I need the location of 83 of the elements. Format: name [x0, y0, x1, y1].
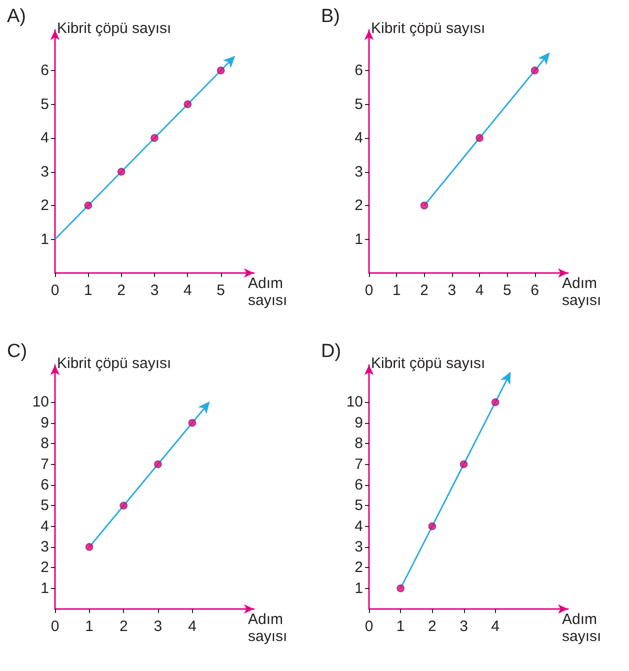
y-tick-label: 5 — [354, 96, 363, 113]
point — [85, 543, 94, 551]
x-tick-label: 1 — [396, 618, 405, 635]
chart-title: C) — [7, 341, 28, 362]
x-tick-label: 0 — [364, 282, 374, 299]
y-tick-label: 6 — [354, 476, 363, 494]
y-axis-title: Kibrit çöpü sayısı — [371, 355, 486, 372]
x-tick-label: 0 — [50, 618, 60, 635]
y-tick-label: 4 — [40, 518, 49, 535]
x-tick-label: 5 — [503, 282, 512, 299]
chart-title: B) — [321, 6, 340, 27]
point — [460, 460, 468, 468]
y-tick-label: 7 — [354, 456, 363, 473]
point — [428, 522, 436, 530]
y-tick-label: 7 — [40, 456, 49, 473]
y-tick-label: 5 — [354, 497, 363, 514]
y-tick-label: 9 — [40, 414, 49, 432]
y-tick-label: 1 — [40, 230, 49, 248]
x-axis-title: Adım sayısı — [248, 611, 288, 645]
y-tick-label: 2 — [40, 559, 49, 576]
y-tick-label: 4 — [354, 130, 363, 146]
x-tick-label: 4 — [491, 618, 500, 635]
x-tick-label: 0 — [50, 282, 60, 299]
x-tick-label: 1 — [84, 282, 92, 299]
point — [396, 584, 404, 592]
x-tick-label: 0 — [364, 618, 374, 635]
point — [476, 134, 484, 142]
y-tick-label: 6 — [40, 62, 49, 79]
y-tick-label: 3 — [40, 163, 49, 180]
x-tick-label: 2 — [117, 282, 126, 299]
y-axis-title: Kibrit çöpü sayısı — [57, 355, 172, 372]
y-tick-label: 1 — [354, 230, 363, 248]
x-tick-label: 3 — [460, 618, 468, 635]
y-tick-label: 1 — [40, 580, 49, 597]
point — [84, 202, 92, 210]
y-tick-label: 4 — [354, 518, 363, 535]
y-tick-label: 8 — [40, 435, 49, 452]
x-tick-label: 3 — [448, 282, 456, 299]
x-axis-title: Adım sayısı — [562, 611, 602, 645]
x-tick-label: 2 — [420, 282, 428, 299]
x-tick-label: 5 — [216, 282, 226, 299]
y-tick-label: 6 — [40, 476, 49, 494]
y-tick-label: 1 — [354, 580, 363, 597]
x-axis-title: Adım sayısı — [248, 275, 288, 309]
point — [154, 460, 162, 468]
y-tick-label: 4 — [40, 130, 49, 146]
x-tick-label: 4 — [475, 282, 484, 299]
y-tick-label: 2 — [354, 559, 363, 576]
y-axis-title: Kibrit çöpü sayısı — [371, 20, 486, 37]
y-tick-label: 10 — [346, 394, 363, 411]
point — [188, 419, 196, 427]
y-tick-label: 5 — [40, 96, 49, 113]
point — [216, 66, 225, 74]
y-tick-label: 3 — [354, 538, 363, 556]
y-tick-label: 10 — [32, 394, 49, 411]
y-tick-label: 9 — [354, 414, 363, 432]
point — [530, 66, 539, 74]
x-tick-label: 2 — [119, 618, 128, 635]
point — [120, 502, 128, 510]
x-tick-label: 2 — [428, 618, 436, 635]
y-axis-title: Kibrit çöpü sayısı — [57, 20, 172, 37]
y-tick-label: 3 — [354, 163, 363, 180]
x-tick-label: 4 — [183, 282, 192, 299]
y-tick-label: 6 — [354, 62, 363, 79]
point — [420, 202, 428, 210]
x-tick-label: 6 — [530, 282, 540, 299]
chart-title: A) — [7, 6, 26, 27]
point — [117, 168, 126, 176]
y-tick-label: 8 — [354, 435, 363, 452]
chart-title: D) — [321, 341, 342, 362]
x-tick-label: 3 — [150, 282, 159, 299]
x-tick-label: 1 — [392, 282, 401, 299]
x-tick-label: 3 — [154, 618, 162, 635]
x-tick-label: 4 — [188, 618, 196, 635]
y-tick-label: 2 — [354, 197, 363, 214]
x-tick-label: 1 — [85, 618, 94, 635]
x-axis-title: Adım sayısı — [562, 275, 602, 309]
point — [491, 398, 500, 406]
y-tick-label: 5 — [40, 497, 49, 514]
point — [184, 100, 192, 108]
y-tick-label: 3 — [40, 538, 49, 556]
y-tick-label: 2 — [40, 197, 49, 214]
point — [150, 134, 158, 142]
